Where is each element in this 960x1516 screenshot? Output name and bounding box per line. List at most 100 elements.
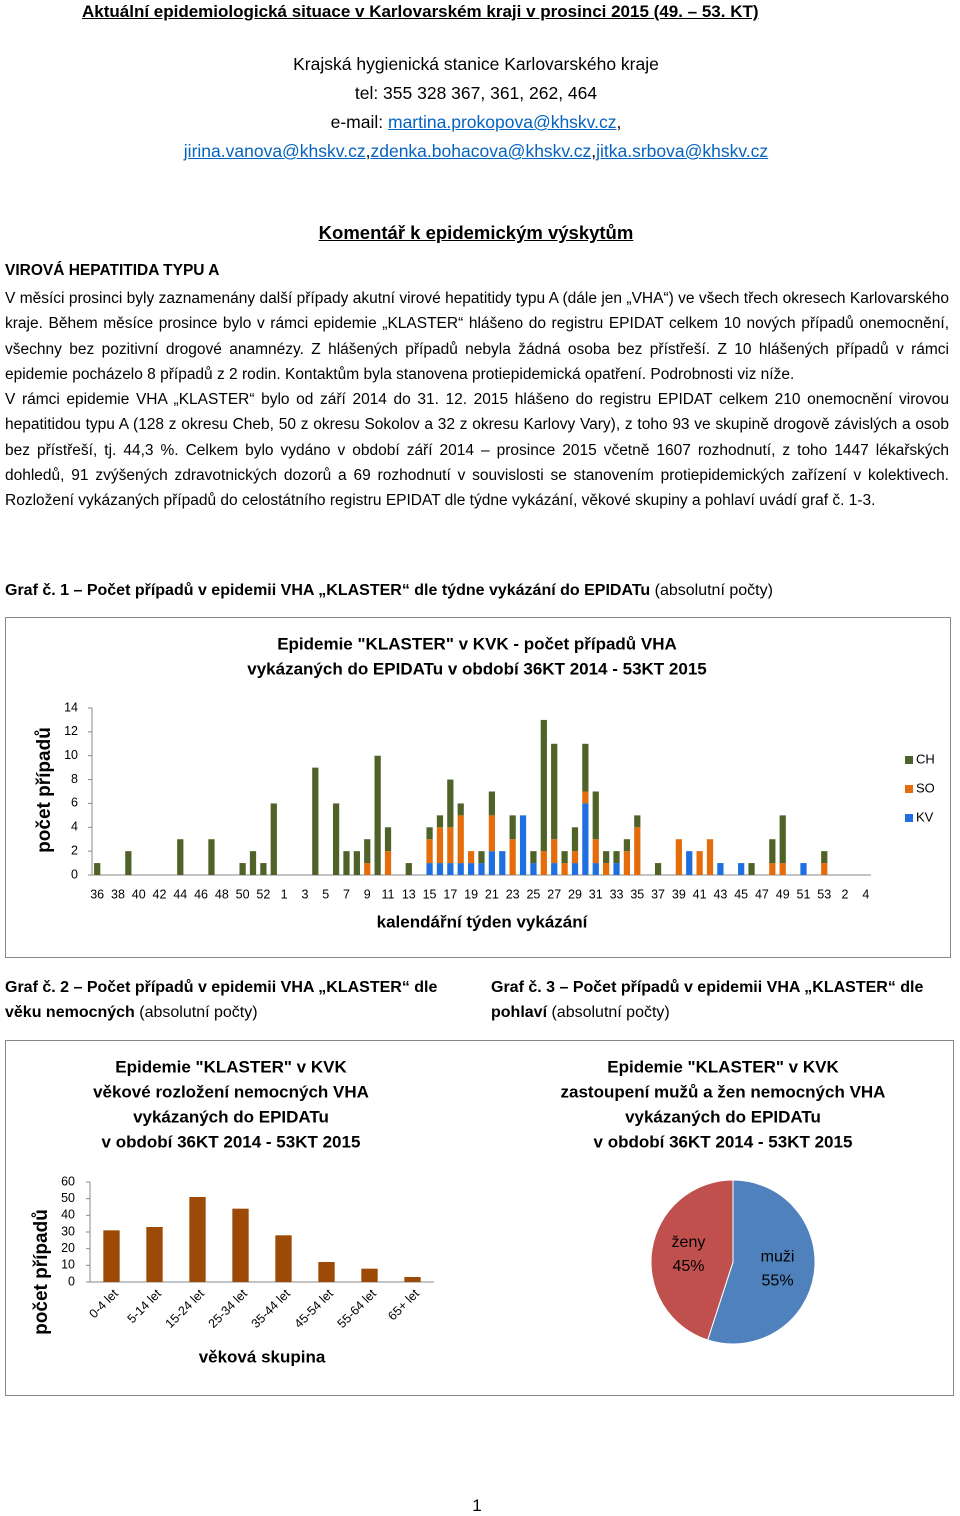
email-link[interactable]: zdenka.bohacova@khskv.cz [370,141,592,161]
chart-title: v období 36KT 2014 - 53KT 2015 [102,1132,361,1151]
bar-segment [436,827,444,864]
bar-segment [800,863,807,875]
x-tick-label: 44 [173,887,187,901]
bar-segment [706,839,714,875]
bar-segment [779,815,786,864]
email-link[interactable]: martina.prokopova@khskv.cz [388,112,617,132]
bar-segment [551,839,558,864]
x-tick-label: 27 [547,887,561,901]
bar-segment [478,863,485,875]
bar-segment [623,839,631,852]
chart-border [5,617,951,958]
x-tick-label: 38 [111,887,125,901]
bar-segment [582,743,589,792]
legend-swatch [905,756,913,764]
bar-segment [571,851,579,864]
x-tick-label: 39 [672,887,686,901]
bar-segment [488,851,496,875]
bar-segment [551,863,558,875]
x-axis-title: kalendářní týden vykázání [377,912,589,931]
x-tick-label: 7 [343,887,350,901]
chart-title: v období 36KT 2014 - 53KT 2015 [594,1132,853,1151]
caption: Graf č. 2 – Počet případů v epidemii VHA… [5,975,465,1025]
caption-normal: (absolutní počty) [551,1004,670,1021]
y-tick-label: 12 [64,724,78,738]
email-line: e-mail: martina.prokopova@khskv.cz, [0,112,952,133]
x-tick-label: 36 [90,887,104,901]
bar-segment [364,839,371,864]
chart-title: věkové rozložení nemocných VHA [93,1082,369,1101]
page-number: 1 [472,1496,482,1515]
bar-segment [499,851,506,875]
y-tick-label: 10 [64,748,78,762]
caption-bold: Graf č. 1 – Počet případů v epidemii VHA… [5,582,651,599]
slice-name: muži [761,1248,795,1265]
bar-segment [353,851,360,875]
bar-segment [405,863,412,875]
bar-segment [436,815,444,828]
body-text: V měsíci prosinci byly zaznamenány další… [5,286,949,514]
phone: tel: 355 328 367, 361, 262, 464 [354,83,598,103]
caption-bold: Graf č. 2 – Počet případů v epidemii VHA… [5,979,438,1021]
bar-segment [457,803,464,816]
bar-segment [717,863,724,875]
bar [146,1227,163,1282]
bar-segment [270,803,277,875]
x-tick-label: 40 [132,887,146,901]
slice-name: ženy [672,1234,706,1251]
slice-value: 45% [672,1258,704,1275]
separator: , [616,112,622,132]
caption-normal: (absolutní počty) [654,582,773,599]
x-tick-label: 31 [589,887,603,901]
bar-segment [603,851,610,864]
x-tick-label: 45 [734,887,748,901]
paragraph: V rámci epidemie VHA „KLASTER“ bylo od z… [5,391,949,510]
bar-segment [509,815,516,840]
y-tick-label: 4 [71,820,78,834]
bar [103,1230,120,1282]
bar-segment [94,863,101,875]
separator: , [365,141,371,161]
email-link[interactable]: jitka.srbova@khskv.cz [596,141,769,161]
legend-label: KV [916,809,934,824]
bar-segment [447,779,454,828]
bar-segment [582,803,589,875]
bar-segment [779,863,786,875]
bar-segment [239,863,246,875]
y-tick-label: 14 [64,700,78,714]
bar-segment [447,863,454,875]
bar-segment [769,863,776,875]
y-tick-label: 6 [71,796,78,810]
bar-segment [530,863,537,875]
bar-segment [551,743,558,840]
bar [232,1208,249,1282]
bar-segment [447,827,454,864]
bar-segment [613,851,620,864]
bar-segment [467,863,475,875]
x-tick-label: 25 [526,887,540,901]
bar-segment [821,851,828,864]
bar-segment [582,791,589,804]
chart-week: Epidemie "KLASTER" v KVK - počet případů… [5,617,951,958]
chart-title: vykázaných do EPIDATu v období 36KT 2014… [247,659,706,678]
chart-age-sex: Epidemie "KLASTER" v KVK věkové rozložení… [5,1040,954,1396]
email-link[interactable]: jirina.vanova@khskv.cz [183,141,366,161]
chart-title: zastoupení mužů a žen nemocných VHA [561,1082,886,1101]
bar-segment [332,803,340,875]
document-title: Aktuální epidemiologická situace v Karlo… [82,2,759,21]
x-tick-label: 11 [382,887,395,901]
bar [189,1197,206,1282]
bar-segment [738,863,745,875]
bar-segment [592,863,599,875]
bar-segment [634,827,641,875]
chart-title: Epidemie "KLASTER" v KVK [115,1057,347,1076]
bar-segment [426,839,433,864]
legend-label: CH [916,751,935,766]
caption-normal: (absolutní počty) [139,1004,258,1021]
x-tick-label: 29 [568,887,582,901]
bar-segment [208,839,215,875]
y-tick-label: 50 [61,1191,75,1205]
chart-title: vykázaných do EPIDATu [133,1107,329,1126]
chart-title: Epidemie "KLASTER" v KVK - počet případů… [277,634,677,653]
x-tick-label: 41 [693,887,707,901]
